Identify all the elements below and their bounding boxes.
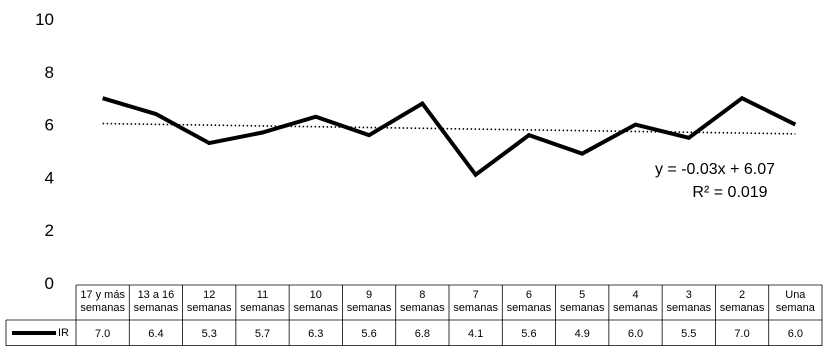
category-label: 11: [257, 289, 268, 301]
category-label: 13 a 16: [138, 289, 175, 301]
trendline-equation-text: y = -0.03x + 6.07: [655, 161, 775, 178]
category-label: semanas: [293, 302, 338, 314]
y-tick-label: 8: [45, 63, 54, 82]
category-label: semanas: [400, 302, 445, 314]
y-tick-label: 4: [45, 168, 54, 187]
trendline: [102, 122, 796, 135]
data-table-value: 4.9: [575, 328, 590, 340]
category-label: 9: [366, 289, 372, 301]
series-ir: [102, 95, 797, 178]
category-label: semanas: [507, 302, 552, 314]
category-label: 8: [419, 289, 425, 301]
category-label: 6: [526, 289, 532, 301]
category-label: semanas: [347, 302, 392, 314]
category-label: semana: [776, 302, 816, 314]
category-label: Una: [785, 289, 806, 301]
category-label: semanas: [613, 302, 658, 314]
category-label: semanas: [666, 302, 711, 314]
series-line-ir: [102, 95, 797, 178]
data-table-value: 6.4: [148, 328, 163, 340]
y-axis: 0 2 4 6 8 10: [35, 10, 54, 293]
category-label: 2: [739, 289, 745, 301]
category-label: 4: [632, 289, 638, 301]
data-table-value: 7.0: [734, 328, 749, 340]
category-label: 17 y más: [80, 289, 125, 301]
category-label: 10: [310, 289, 322, 301]
data-table-value: 6.0: [788, 328, 803, 340]
data-table-value: 6.3: [308, 328, 323, 340]
data-table-value: 6.0: [628, 328, 643, 340]
data-table-value: 5.6: [361, 328, 376, 340]
category-label: 7: [473, 289, 479, 301]
category-label: semanas: [80, 302, 125, 314]
category-label: 3: [686, 289, 692, 301]
y-tick-label: 2: [45, 221, 54, 240]
y-tick-label: 10: [35, 10, 54, 29]
data-table-value: 5.3: [202, 328, 217, 340]
data-table-value: 5.6: [521, 328, 536, 340]
category-label: semanas: [240, 302, 285, 314]
category-label: 5: [579, 289, 585, 301]
data-table-value: 7.0: [95, 328, 110, 340]
category-label: semanas: [720, 302, 765, 314]
y-tick-label: 6: [45, 116, 54, 135]
data-table-value: 5.5: [681, 328, 696, 340]
category-label: semanas: [134, 302, 179, 314]
trendline-equation: y = -0.03x + 6.07 R² = 0.019: [655, 161, 775, 201]
trendline-r2-text: R² = 0.019: [692, 184, 767, 201]
trendline-line: [102, 122, 796, 135]
legend-label-ir: IR: [58, 327, 69, 339]
data-table-value: 5.7: [255, 328, 270, 340]
y-tick-label: 0: [45, 274, 54, 293]
category-label: 12: [203, 289, 215, 301]
category-label: semanas: [560, 302, 605, 314]
category-label: semanas: [453, 302, 498, 314]
data-table-value: 4.1: [468, 328, 483, 340]
data-table-value: 6.8: [415, 328, 430, 340]
category-label: semanas: [187, 302, 232, 314]
